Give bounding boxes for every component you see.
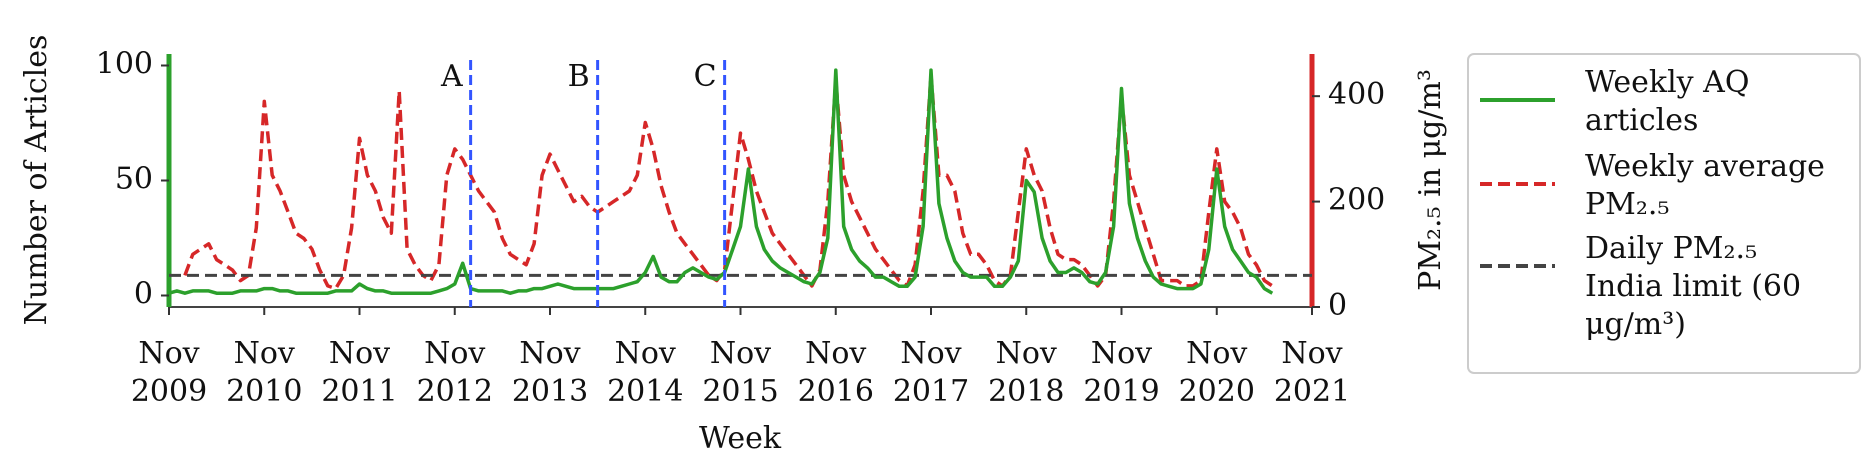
series-line — [183, 73, 1274, 291]
x-tick-label: Nov 2012 — [417, 336, 493, 409]
y2-tick-label: 0 — [1328, 288, 1347, 323]
annotation-label: A — [440, 59, 463, 94]
x-tick-label: Nov 2020 — [1179, 336, 1255, 409]
annotation-label: C — [694, 59, 717, 94]
x-tick-label: Nov 2010 — [226, 336, 302, 409]
x-tick-label: Nov 2014 — [607, 336, 683, 409]
y2-axis-label: PM₂.₅ in μg/m³ — [1413, 69, 1448, 291]
legend-label: Daily PM₂.₅ India limit (60 μg/m³) — [1585, 231, 1801, 342]
x-tick-label: Nov 2013 — [512, 336, 588, 409]
series-line — [168, 68, 1274, 295]
x-tick-label: Nov 2019 — [1083, 336, 1159, 409]
y-axis-label: Number of Articles — [19, 35, 54, 326]
annotation-label: B — [568, 59, 590, 94]
y2-tick-label: 200 — [1328, 183, 1385, 218]
y-tick-label: 50 — [115, 162, 153, 197]
x-axis-label: Week — [699, 421, 782, 456]
x-tick-label: Nov 2015 — [702, 336, 778, 409]
x-tick-label: Nov 2021 — [1274, 336, 1350, 409]
legend-box — [1467, 53, 1861, 374]
y-tick-label: 0 — [134, 277, 153, 312]
legend-label: Weekly AQ articles — [1585, 65, 1749, 138]
y2-tick-label: 400 — [1328, 77, 1385, 112]
x-tick-label: Nov 2016 — [798, 336, 874, 409]
legend-label: Weekly average PM₂.₅ — [1585, 149, 1825, 222]
x-tick-label: Nov 2017 — [893, 336, 969, 409]
x-tick-label: Nov 2009 — [131, 336, 207, 409]
x-tick-label: Nov 2018 — [988, 336, 1064, 409]
x-tick-label: Nov 2011 — [321, 336, 397, 409]
y-tick-label: 100 — [96, 47, 153, 82]
